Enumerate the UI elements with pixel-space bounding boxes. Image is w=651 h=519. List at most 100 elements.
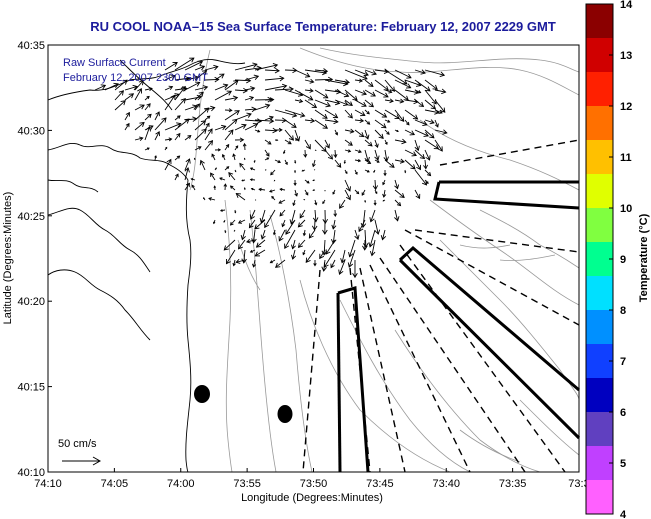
- current-vector: [404, 129, 416, 136]
- current-vector: [297, 219, 306, 228]
- current-vector: [384, 109, 400, 120]
- colorbar-tick-label: 7: [620, 356, 626, 368]
- current-vector: [384, 98, 394, 104]
- current-vector: [254, 219, 266, 230]
- x-tick-label: 74:10: [34, 478, 62, 490]
- current-vector: [424, 99, 437, 110]
- current-vector: [394, 189, 405, 199]
- current-vector: [254, 103, 271, 111]
- current-vector: [314, 109, 328, 119]
- current-vector: [104, 82, 119, 91]
- current-vector: [424, 129, 435, 139]
- current-vector: [362, 239, 368, 251]
- current-vector: [204, 115, 211, 121]
- current-vector: [214, 73, 225, 81]
- current-vector: [223, 239, 236, 251]
- current-vector: [244, 118, 263, 124]
- current-vector: [164, 85, 174, 91]
- current-vector: [248, 219, 256, 229]
- current-vector: [264, 139, 272, 145]
- current-vector: [374, 219, 381, 235]
- current-vector: [144, 95, 150, 101]
- current-vector: [424, 149, 431, 161]
- colorbar-segment: [586, 242, 613, 277]
- current-vector: [164, 122, 182, 131]
- current-vector: [234, 169, 237, 173]
- current-vector: [314, 68, 329, 74]
- current-vector: [241, 179, 246, 182]
- current-vector: [348, 239, 356, 258]
- current-vector: [339, 199, 346, 209]
- current-vector: [383, 169, 387, 177]
- current-vector: [235, 192, 246, 201]
- x-tick-label: 74:00: [167, 478, 195, 490]
- current-vector: [264, 149, 270, 157]
- current-vector: [299, 209, 306, 219]
- current-vector: [322, 199, 326, 205]
- current-vector: [382, 179, 386, 186]
- y-tick-label: 40:25: [17, 211, 45, 223]
- current-vector: [234, 112, 252, 121]
- current-vector: [224, 80, 239, 91]
- colorbar-tick-label: 10: [620, 203, 632, 215]
- current-vector: [144, 86, 153, 92]
- current-vector: [264, 97, 275, 103]
- current-vector: [404, 159, 416, 170]
- current-vector: [224, 229, 227, 234]
- current-vector: [332, 189, 336, 195]
- current-vector: [204, 128, 213, 141]
- current-vector: [279, 187, 286, 191]
- current-vector: [364, 109, 370, 115]
- current-vector: [249, 178, 256, 182]
- current-vector: [237, 219, 246, 224]
- current-vector: [273, 179, 276, 182]
- current-vector: [364, 99, 374, 108]
- radar-site-marker: [194, 385, 210, 403]
- current-vector: [244, 123, 259, 131]
- current-vector: [312, 189, 316, 192]
- current-vector: [184, 94, 203, 101]
- x-tick-label: 73:55: [233, 478, 261, 490]
- colorbar-segment: [586, 208, 613, 243]
- current-vector: [382, 189, 387, 198]
- current-vector: [414, 129, 429, 137]
- current-vector: [219, 209, 226, 212]
- current-vector: [373, 199, 377, 206]
- current-vector: [203, 197, 206, 201]
- current-vector: [293, 179, 297, 186]
- current-vector: [184, 158, 191, 171]
- current-vector: [334, 99, 349, 107]
- colorbar-tick-label: 4: [620, 509, 627, 519]
- current-vector: [144, 147, 150, 151]
- current-vector: [314, 119, 329, 129]
- current-vector: [394, 129, 399, 133]
- current-vector: [213, 185, 217, 191]
- current-vector: [269, 259, 276, 264]
- current-vector: [354, 118, 365, 123]
- current-vector: [284, 229, 296, 249]
- current-vector: [414, 89, 422, 94]
- current-vector: [204, 139, 214, 151]
- x-tick-label: 73:40: [432, 478, 460, 490]
- current-vector: [154, 111, 160, 121]
- current-vector: [281, 219, 286, 228]
- colorbar-segment: [586, 446, 613, 481]
- current-vector: [164, 137, 173, 142]
- current-vector: [302, 249, 306, 256]
- current-vector: [224, 108, 233, 113]
- current-vector: [274, 139, 279, 142]
- current-vector: [294, 138, 299, 141]
- y-axis: 40:35 40:30 40:25 40:20 40:15 40:10: [17, 40, 52, 479]
- current-vector: [394, 138, 407, 145]
- current-vector: [294, 69, 311, 78]
- current-vector: [374, 129, 384, 140]
- colorbar-tick-label: 9: [620, 254, 626, 266]
- colorbar-segment: [586, 344, 613, 379]
- current-vector: [234, 62, 258, 71]
- current-vector: [364, 119, 371, 125]
- current-vector: [404, 169, 407, 174]
- current-vector: [312, 179, 316, 182]
- current-vector: [274, 159, 282, 164]
- current-vector: [394, 158, 405, 164]
- current-vector: [194, 103, 200, 111]
